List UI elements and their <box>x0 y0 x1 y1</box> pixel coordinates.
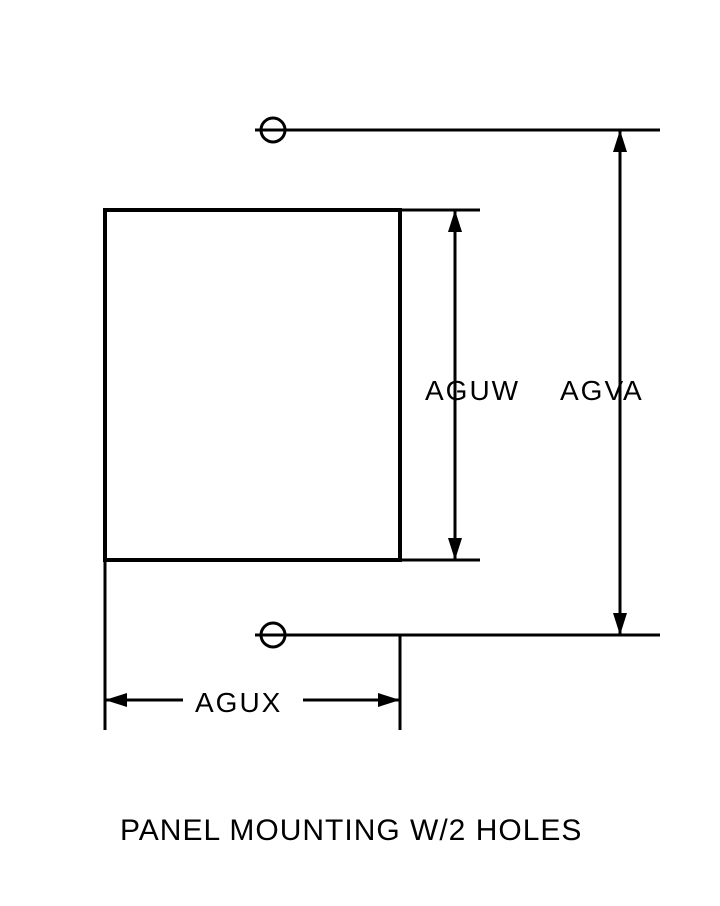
dimension-label-aguw: AGUW <box>425 375 520 406</box>
technical-drawing: AGUW AGVA AGUX PANEL MOUNTING W/2 HOLES <box>0 0 720 906</box>
dimension-label-agux: AGUX <box>195 687 282 718</box>
dimension-label-agva: AGVA <box>560 375 644 406</box>
drawing-caption: PANEL MOUNTING W/2 HOLES <box>120 814 582 847</box>
panel-outline <box>105 210 400 560</box>
